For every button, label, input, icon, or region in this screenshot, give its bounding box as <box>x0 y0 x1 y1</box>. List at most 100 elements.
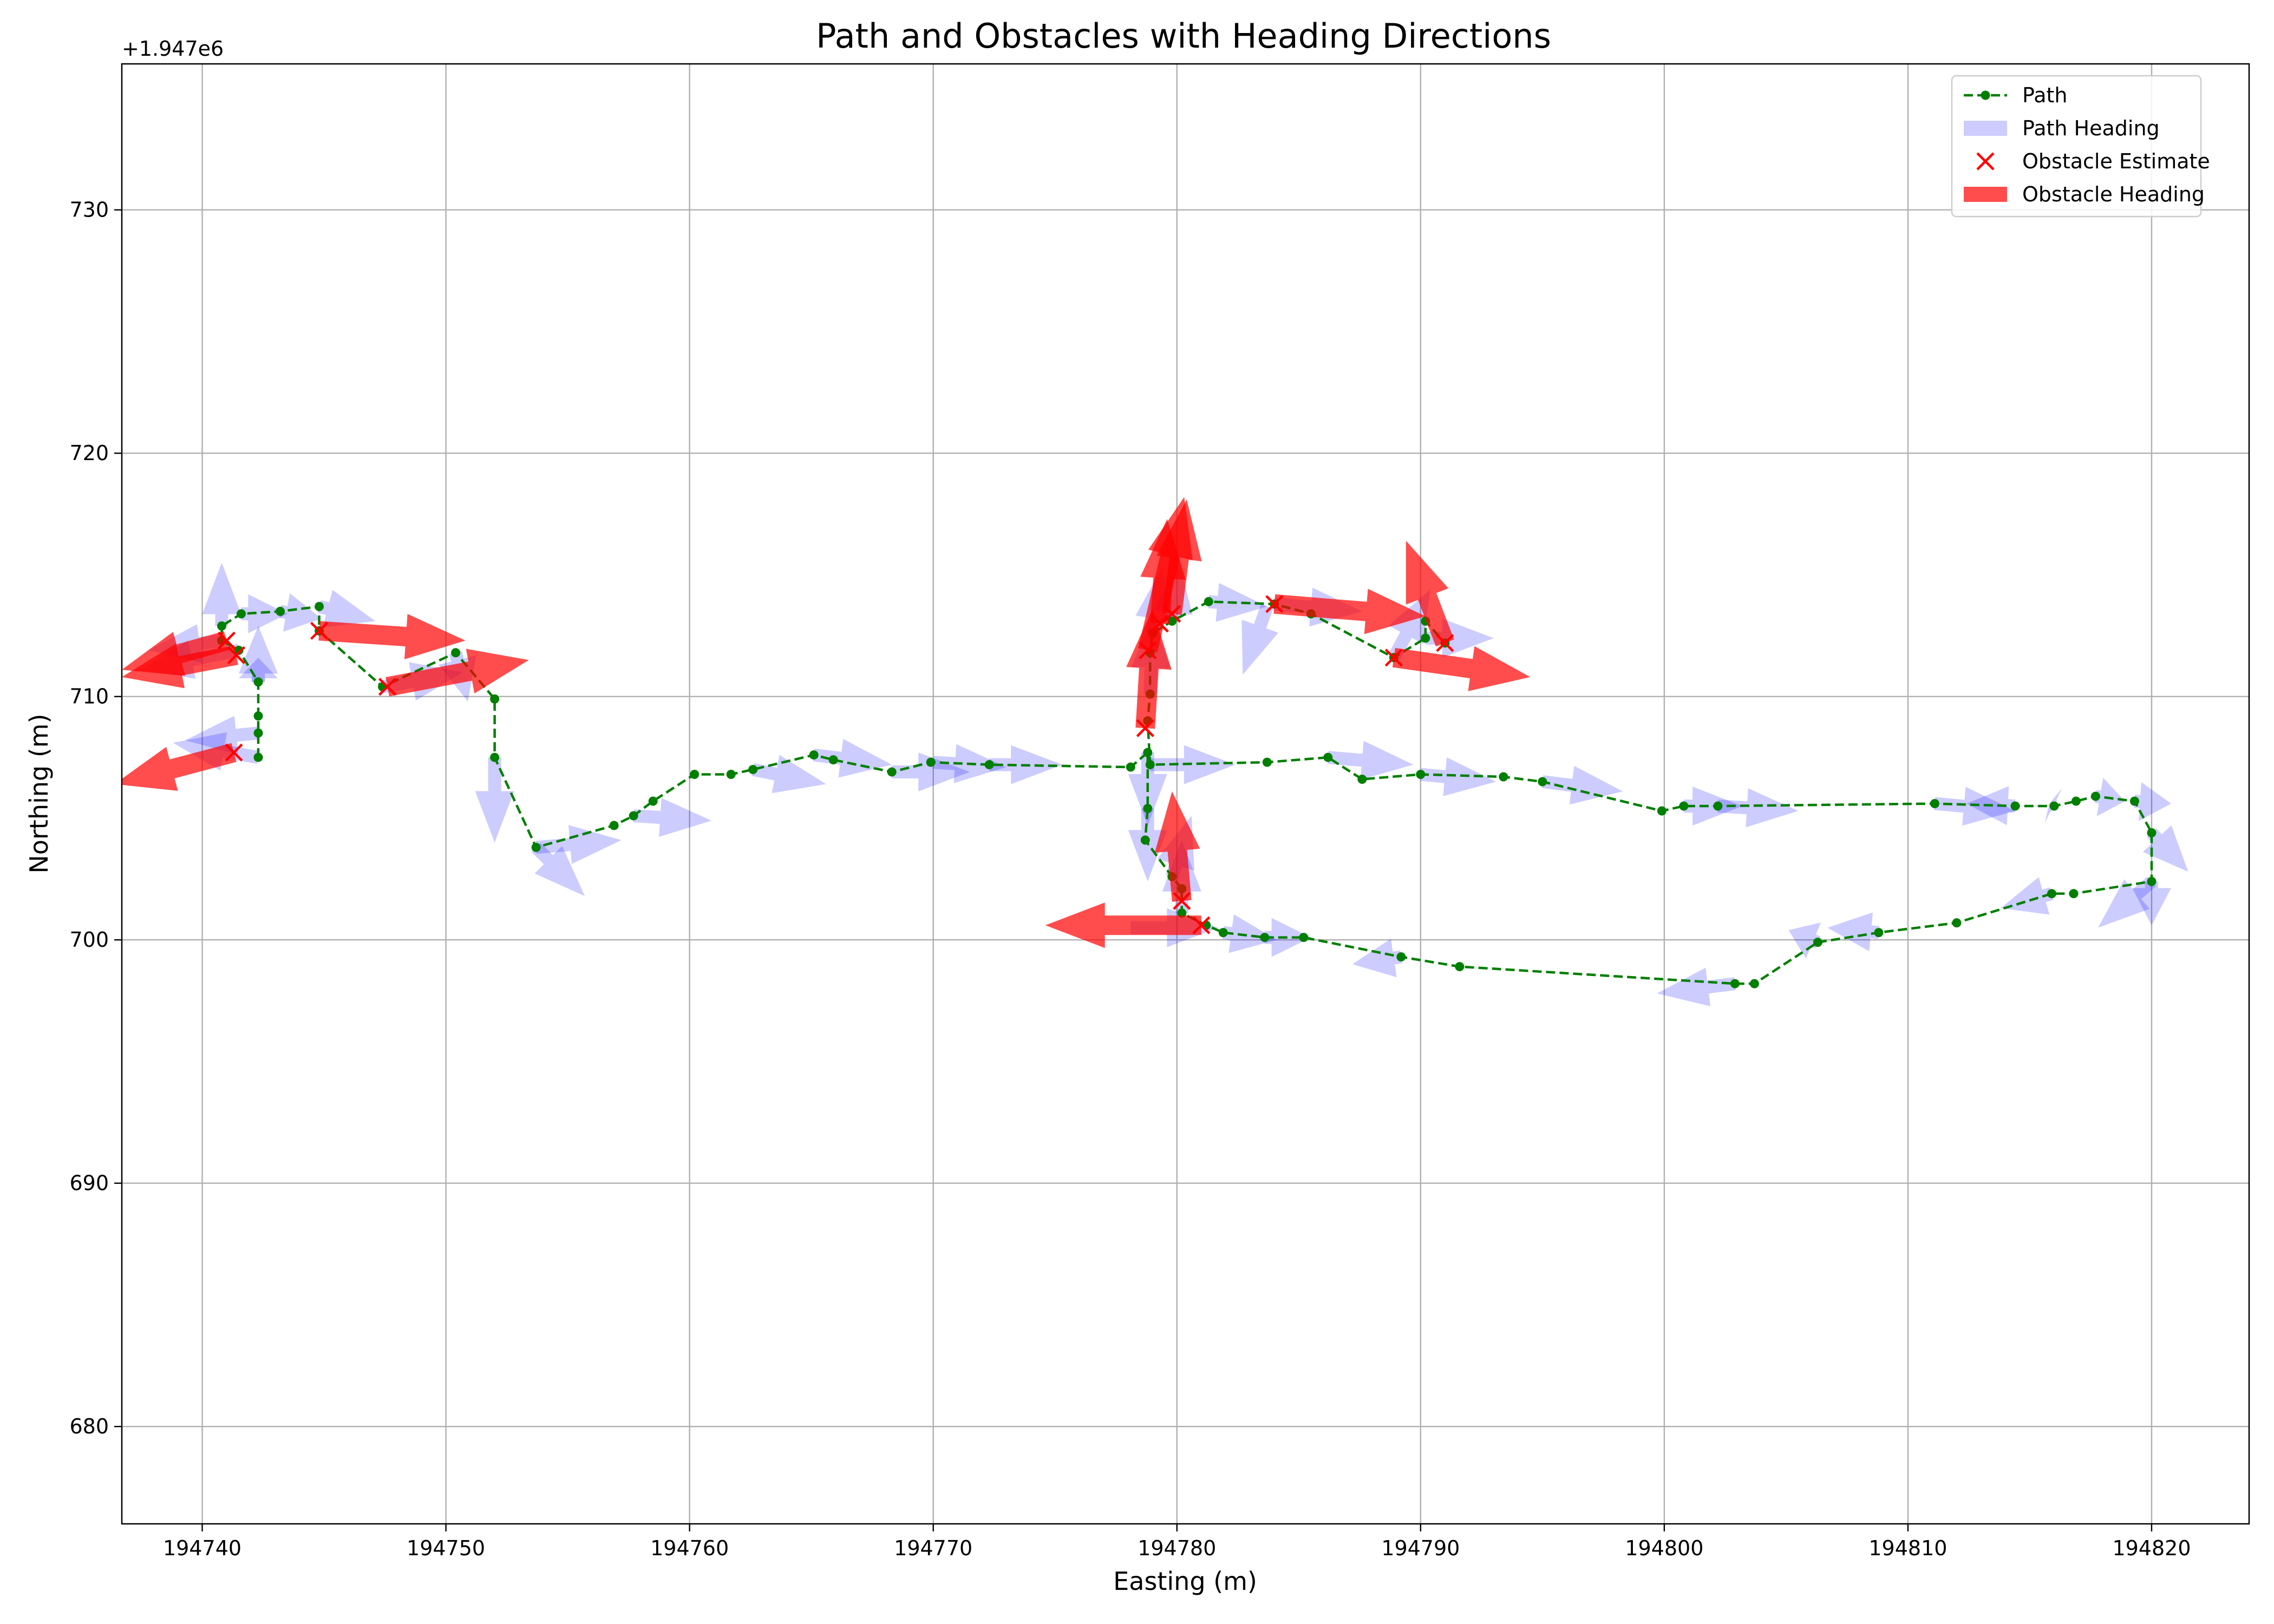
path-point <box>1499 772 1508 782</box>
obstacle-estimate-marker <box>225 743 243 762</box>
path-point <box>490 752 500 762</box>
legend-label: Obstacle Estimate <box>2022 149 2210 173</box>
path-point <box>887 767 897 777</box>
legend-swatch-marker <box>1981 90 1990 100</box>
marker-stroke <box>1163 605 1181 623</box>
path-point <box>1323 752 1333 762</box>
y-tick-label: 730 <box>69 198 109 222</box>
y-axis-label: Northing (m) <box>24 713 54 873</box>
x-tick-label: 194750 <box>407 1536 485 1560</box>
path-heading-arrow <box>1222 914 1277 953</box>
path-heading-arrow <box>752 755 826 794</box>
path-heading-arrow <box>2132 881 2171 926</box>
path-point <box>1679 801 1689 811</box>
legend-box <box>1951 75 2202 218</box>
path-point <box>1218 928 1228 938</box>
path-heading-arrow <box>1717 788 1799 828</box>
path-point <box>690 770 700 780</box>
obstacle-estimate-marker <box>1151 614 1169 633</box>
path-point <box>2071 796 2081 806</box>
path-point <box>648 796 658 806</box>
path-point <box>828 755 838 765</box>
marker-stroke <box>1265 595 1284 613</box>
path-point <box>1657 806 1667 816</box>
path-point <box>234 645 244 655</box>
path-point <box>1538 777 1547 787</box>
obstacle-estimate-marker <box>1192 916 1211 934</box>
path-heading-arrow <box>239 626 278 682</box>
path-point <box>1143 803 1153 813</box>
path-point <box>809 750 819 760</box>
path-point <box>1813 938 1822 947</box>
legend-item: Path Heading <box>1964 116 2160 140</box>
marker-stroke <box>1139 641 1157 659</box>
path-point <box>253 677 263 687</box>
obstacle-heading-arrow <box>385 649 529 697</box>
path-heading-arrow <box>1827 912 1879 952</box>
path-point <box>490 694 500 704</box>
plot-frame <box>121 63 2250 1525</box>
path-heading-arrow <box>1327 741 1414 780</box>
legend: Path Path Heading Obstacle Estimate Obstacl… <box>1951 75 2210 218</box>
path-point <box>1260 933 1270 942</box>
path-heading-arrow <box>1541 765 1623 805</box>
grid <box>122 64 2249 1524</box>
path-heading-arrow <box>241 594 287 633</box>
path-point <box>237 609 246 619</box>
marker-stroke <box>378 678 397 696</box>
legend-label: Obstacle Heading <box>2022 182 2205 206</box>
path-point <box>253 728 263 738</box>
obstacle-heading-arrow <box>1273 588 1426 634</box>
x-tick-label: 194790 <box>1381 1536 1460 1560</box>
x-tick-label: 194820 <box>2112 1536 2191 1560</box>
y-tick-label: 690 <box>69 1171 109 1195</box>
obstacle-estimate-marker <box>217 631 236 650</box>
path-point <box>1126 762 1135 772</box>
path-point <box>984 760 994 770</box>
legend-swatch <box>1964 121 2007 136</box>
obstacle-heading-arrow <box>1154 791 1200 902</box>
path-heading-arrow <box>1388 589 1430 661</box>
path-heading-arrow <box>1657 967 1736 1006</box>
marker-stroke <box>1192 916 1211 934</box>
marker-stroke <box>1136 719 1154 737</box>
marker-stroke <box>227 646 246 664</box>
path-point <box>2129 796 2139 806</box>
path-point <box>2010 801 2020 811</box>
marker-stroke <box>1151 614 1169 633</box>
marker-stroke <box>1173 892 1191 910</box>
path-point <box>1713 801 1723 811</box>
path-point <box>1262 757 1272 767</box>
legend-item: Obstacle Heading <box>1964 182 2205 206</box>
path-point <box>1396 952 1406 962</box>
path-heading-arrow <box>1150 745 1236 784</box>
path-point <box>629 811 638 821</box>
path-point <box>315 601 324 611</box>
path-heading-arrow <box>2098 876 2156 928</box>
x-tick-label: 194760 <box>650 1536 729 1560</box>
marker-stroke <box>217 631 236 650</box>
path-heading-arrow <box>1420 757 1497 796</box>
path-point <box>1421 633 1430 643</box>
path-point <box>609 821 619 830</box>
legend-label: Path Heading <box>2022 116 2160 140</box>
path-heading-arrow <box>2000 877 2054 915</box>
obstacle-estimate-marker <box>1139 641 1157 659</box>
y-axis: 680 690 700 710 720 730 <box>69 198 122 1438</box>
obstacle-estimate-marker <box>1173 892 1191 910</box>
path-heading-arrow <box>239 657 278 682</box>
obstacle-estimate-marker <box>1384 649 1403 667</box>
y-tick-label: 710 <box>69 685 109 709</box>
obstacle-heading-arrow <box>122 743 237 791</box>
obstacle-heading-arrow <box>1392 646 1531 691</box>
path-point <box>1299 933 1309 942</box>
chart-title: Path and Obstacles with Heading Directio… <box>816 16 1551 56</box>
path-heading-arrow <box>1208 582 1267 622</box>
obstacle-heading-arrows <box>122 497 1531 948</box>
legend-item: Path <box>1964 83 2067 107</box>
path-point <box>1204 597 1213 606</box>
path-heading-arrow <box>531 842 585 896</box>
path-heading-arrow <box>185 716 259 755</box>
path-heading-arrow <box>279 593 322 632</box>
